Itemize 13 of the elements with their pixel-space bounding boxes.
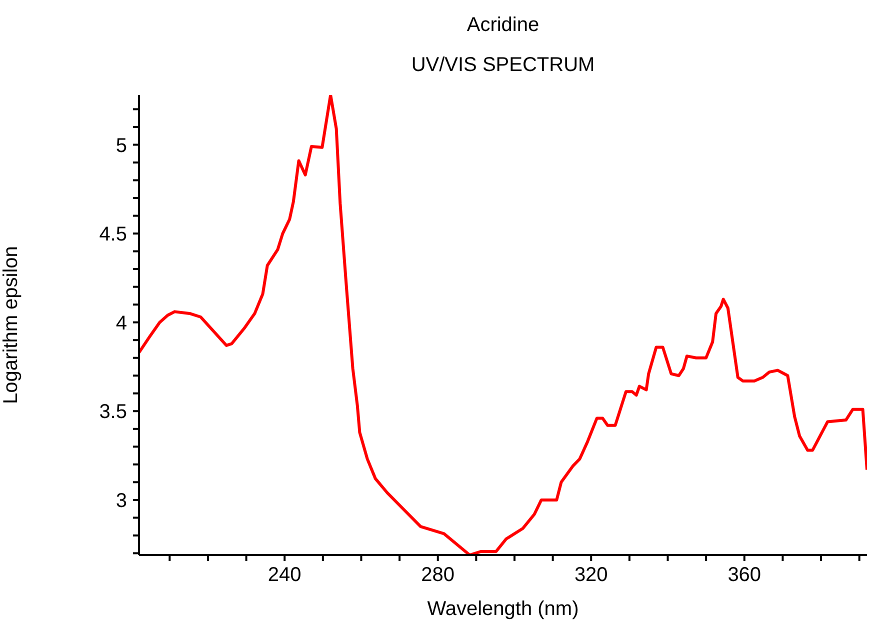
chart-title: Acridine: [466, 14, 540, 37]
x-tick-label: 240: [268, 564, 302, 586]
y-axis-title: Logarithm epsilon: [0, 246, 22, 404]
x-tick-label: 320: [574, 564, 608, 586]
y-tick-label: 3.5: [99, 401, 127, 424]
y-tick-label: 3: [116, 490, 127, 512]
y-tick-label: 4: [116, 312, 127, 334]
chart-subtitle: UV/VIS SPECTRUM: [410, 54, 596, 77]
x-tick-label: 360: [728, 564, 762, 586]
x-tick-label: 280: [421, 564, 455, 586]
x-axis-title: Wavelength (nm): [427, 598, 579, 620]
y-tick-label: 5: [116, 134, 127, 157]
y-tick-label: 4.5: [99, 224, 127, 246]
